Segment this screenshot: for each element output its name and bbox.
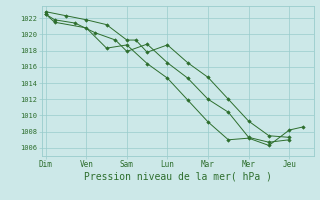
- X-axis label: Pression niveau de la mer( hPa ): Pression niveau de la mer( hPa ): [84, 172, 272, 182]
